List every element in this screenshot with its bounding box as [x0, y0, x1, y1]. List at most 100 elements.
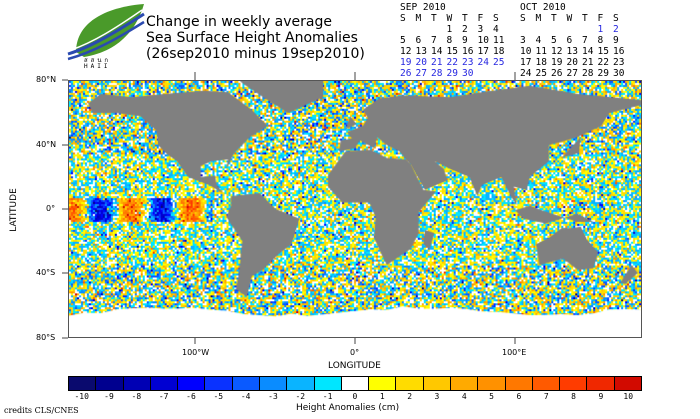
colorbar-swatch	[178, 377, 206, 390]
colorbar-swatch	[314, 377, 342, 390]
calendar-day: 13	[415, 46, 427, 57]
weekday-label: W	[566, 13, 573, 24]
haii-logo	[67, 4, 145, 61]
calendar-week: 26 27 28 29 30	[400, 68, 509, 79]
calendar-day: 3	[520, 35, 526, 46]
calendar-day: 8	[597, 35, 604, 46]
calendar-day: 9	[462, 35, 468, 46]
calendar-day: 19	[551, 57, 563, 68]
colorbar-swatch	[396, 377, 424, 390]
calendar-day: 25	[535, 68, 547, 79]
weekday-label: S	[613, 13, 619, 24]
calendar-day: 15	[446, 46, 458, 57]
colorbar-tick-label: -7	[158, 392, 169, 401]
calendar-day: 21	[431, 57, 443, 68]
logo-text-thai: สสนก	[84, 57, 112, 64]
calendar-day: 19	[400, 57, 412, 68]
colorbar-swatch	[450, 377, 479, 390]
colorbar-swatch	[123, 377, 151, 390]
colorbar-tick-label: 8	[571, 392, 576, 401]
colorbar-tick-label: 5	[489, 392, 494, 401]
lat-label-0: 0°	[46, 204, 56, 213]
lon-label-100w: 100°W	[182, 348, 210, 357]
colorbar-swatch	[259, 377, 288, 390]
calendar-month: SEP 2010	[400, 2, 446, 13]
calendar-day: 22	[597, 57, 609, 68]
calendar-day: 2	[613, 24, 619, 35]
title-line-1: Change in weekly average	[146, 14, 332, 30]
colorbar-tick-label: -3	[268, 392, 278, 401]
calendar-day: 22	[446, 57, 458, 68]
calendar-day: 14	[582, 46, 594, 57]
colorbar-title: Height Anomalies (cm)	[296, 403, 400, 413]
calendar-day: 7	[431, 35, 437, 46]
colorbar-swatch	[423, 377, 451, 390]
calendar-day: 1	[597, 24, 604, 35]
calendar-day: 20	[566, 57, 578, 68]
calendar-day: 16	[462, 46, 474, 57]
calendar-day: 26	[400, 68, 412, 79]
colorbar-swatch	[532, 377, 561, 390]
calendar-day: 18	[493, 46, 505, 57]
colorbar-tick-label: 3	[434, 392, 440, 401]
calendar-day: 2	[462, 24, 468, 35]
colorbar-tick-label: -8	[131, 392, 142, 401]
calendar-day: 3	[477, 24, 484, 35]
calendar-day: 23	[613, 57, 625, 68]
colorbar-tick-label: 2	[407, 392, 413, 401]
calendar-day: 28	[431, 68, 443, 79]
calendar-day: 24	[477, 57, 489, 68]
calendar-week: 19 20 21 22 23 24 25	[400, 57, 509, 68]
weekday-label: T	[431, 13, 437, 24]
calendar-day: 11	[535, 46, 547, 57]
weekday-label: T	[551, 13, 557, 24]
title-line-3: (26sep2010 minus 19sep2010)	[146, 46, 365, 62]
calendar-day: 13	[566, 46, 578, 57]
weekday-label: T	[462, 13, 468, 24]
colorbar-tick-label: 4	[461, 392, 467, 401]
calendar-day: 23	[462, 57, 474, 68]
lat-label-40n: 40°N	[36, 140, 57, 149]
weekday-label: S	[493, 13, 499, 24]
weekday-label: S	[400, 13, 406, 24]
colorbar-tick-label: -6	[186, 392, 196, 401]
colorbar-swatch	[150, 377, 179, 390]
colorbar-swatch	[614, 377, 641, 390]
calendar-day: 26	[551, 68, 563, 79]
colorbar-tick-label: 9	[598, 392, 604, 401]
lat-label-80n: 80°N	[36, 75, 57, 84]
colorbar-tick-label: 0	[352, 392, 358, 401]
calendar-day: 4	[493, 24, 499, 35]
calendar-week: 5 6 7 8 9 10 11	[400, 35, 509, 46]
logo-text-latin: HAII	[84, 63, 111, 70]
calendar-oct-2010: OCT 2010 S M T W T F S 1 2 3 4 5 6 7 8 9 10 11 12 13 14 15 16 17…	[520, 2, 629, 90]
calendar-week: 17 18 19 20 21 22 23	[520, 57, 629, 68]
calendar-week: 24 25 26 27 28 29 30	[520, 68, 629, 79]
calendar-week: 12 13 14 15 16 17 18	[400, 46, 509, 57]
weekday-label: T	[582, 13, 588, 24]
title-line-2: Sea Surface Height Anomalies	[146, 30, 358, 46]
colorbar-tick-label: -2	[295, 392, 306, 401]
calendar-day: 20	[415, 57, 427, 68]
colorbar-tick-label: -10	[74, 392, 89, 401]
colorbar-tick-label: -9	[104, 392, 114, 401]
calendar-day: 5	[400, 35, 406, 46]
calendar-day: 10	[477, 35, 489, 46]
colorbar-tick-label: 10	[623, 392, 634, 401]
weekday-label: F	[477, 13, 484, 24]
calendar-day: 17	[477, 46, 489, 57]
colorbar-swatch	[587, 377, 615, 390]
calendar-day: 28	[582, 68, 594, 79]
weekday-label: M	[535, 13, 542, 24]
calendar-day: 16	[613, 46, 625, 57]
weekday-label: M	[415, 13, 422, 24]
colorbar	[68, 376, 642, 391]
calendar-day: 12	[400, 46, 412, 57]
calendar-sep-2010: SEP 2010 S M T W T F S 1 2 3 4 5 6 7 8 9 10 11 12 13 14 15 16 17…	[400, 2, 509, 79]
calendar-day: 30	[613, 68, 625, 79]
calendar-day: 29	[446, 68, 458, 79]
